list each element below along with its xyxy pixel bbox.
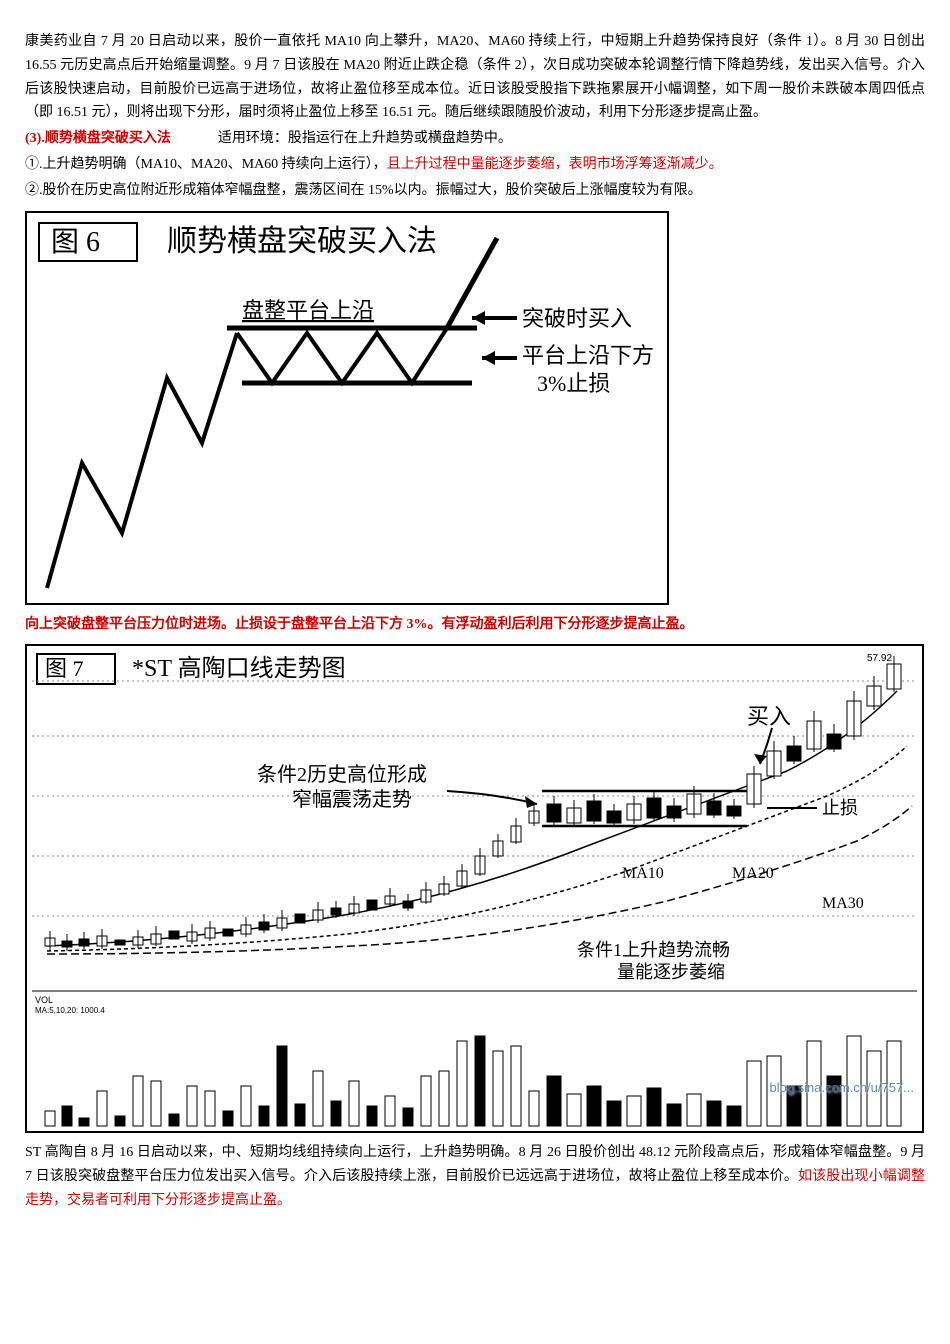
- chart-7: 图 7 *ST 高陶口线走势图 57.92: [25, 644, 924, 1133]
- chart7-topright: 57.92: [867, 653, 892, 664]
- condition-2: ②.股价在历史高位附近形成箱体窄幅盘整，震荡区间在 15%以内。振幅过大，股价突…: [25, 179, 925, 203]
- red-instruction: 向上突破盘整平台压力位时进场。止损设于盘整平台上沿下方 3%。有浮动盈利后利用下…: [25, 613, 925, 637]
- method-heading: (3).顺势横盘突破买入法 适用环境：股指运行在上升趋势或横盘趋势中。: [25, 127, 925, 151]
- chart7-cond2b: 窄幅震荡走势: [292, 788, 412, 811]
- chart7-vol-label: VOL: [35, 995, 53, 1005]
- cond1-b: 且上升过程中量能逐步萎缩，表明市场浮筹逐渐减少。: [387, 157, 723, 172]
- paragraph-3: ST 高陶自 8 月 16 日启动以来，中、短期均线组持续向上运行，上升趋势明确…: [25, 1141, 925, 1212]
- chart7-volume: 量能逐步萎缩: [617, 962, 725, 982]
- chart7-ma10: MA10: [622, 865, 664, 882]
- condition-1: ①.上升趋势明确（MA10、MA20、MA60 持续向上运行），且上升过程中量能…: [25, 153, 925, 177]
- chart6-title-num: 图 6: [51, 227, 100, 258]
- chart6-stop1-label: 平台上沿下方: [522, 343, 654, 368]
- method-env: 适用环境：股指运行在上升趋势或横盘趋势中。: [218, 131, 512, 146]
- chart7-stop: 止损: [822, 798, 858, 818]
- chart7-buy: 买入: [747, 704, 791, 729]
- chart7-ma30: MA30: [822, 895, 864, 912]
- chart6-buy-label: 突破时买入: [522, 306, 632, 331]
- cond1-a: ①.上升趋势明确（MA10、MA20、MA60 持续向上运行），: [25, 157, 387, 172]
- chart7-cond2a: 条件2历史高位形成: [257, 763, 427, 786]
- chart7-watermark: blog.sina.com.cn/u/757...: [769, 1077, 914, 1099]
- chart-6: 图 6 顺势横盘突破买入法 盘整平台上沿 突破时买入 平台上沿下方 3%止损: [25, 211, 669, 605]
- paragraph-1: 康美药业自 7 月 20 日启动以来，股价一直依托 MA10 向上攀升，MA20…: [25, 30, 925, 125]
- para3-a: ST 高陶自 8 月 16 日启动以来，中、短期均线组持续向上运行，上升趋势明确…: [25, 1145, 925, 1184]
- chart6-title-text: 顺势横盘突破买入法: [167, 225, 437, 258]
- chart7-ma20: MA20: [732, 865, 774, 882]
- chart7-title-text: *ST 高陶口线走势图: [132, 655, 346, 682]
- svg-text:MA:5,10,20: 1000.4: MA:5,10,20: 1000.4: [35, 1006, 105, 1015]
- chart7-title-num: 图 7: [45, 656, 84, 681]
- chart6-stop2-label: 3%止损: [537, 371, 610, 396]
- chart6-upper-label: 盘整平台上沿: [242, 298, 374, 323]
- method-num: (3).顺势横盘突破买入法: [25, 131, 171, 146]
- chart7-trend: 条件1上升趋势流畅: [577, 940, 730, 960]
